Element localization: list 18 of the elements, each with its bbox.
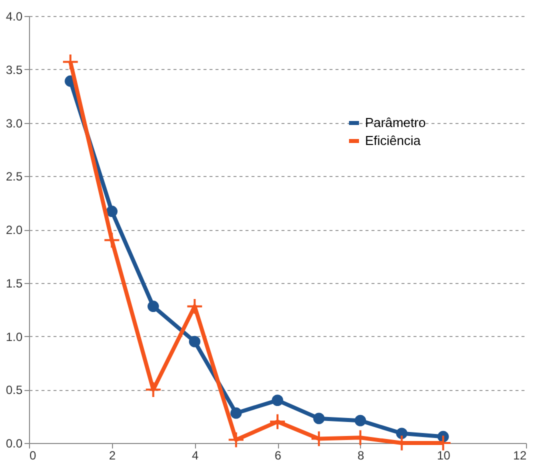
y-tick-label: 1.5 — [6, 276, 23, 290]
legend-label: Eficiência — [365, 133, 422, 148]
x-tick-label: 10 — [436, 448, 451, 462]
y-tick-label: 1.0 — [6, 330, 23, 344]
x-tick-label: 12 — [513, 448, 527, 462]
x-tick-label: 4 — [192, 448, 199, 462]
x-tick-label: 0 — [30, 448, 36, 462]
y-tick-label: 2.5 — [6, 170, 23, 184]
y-tick-label: 2.0 — [6, 223, 23, 237]
y-tick-label: 0.0 — [6, 436, 23, 450]
y-tick-label: 0.5 — [6, 383, 23, 398]
y-tick-label: 3.5 — [6, 62, 23, 77]
x-tick-label: 2 — [108, 448, 116, 462]
x-tick-label: 6 — [274, 448, 282, 462]
y-tick-label: 3.0 — [6, 116, 23, 130]
y-tick-label: 4.0 — [6, 10, 23, 24]
legend-label: Parâmetro — [365, 115, 426, 130]
x-tick-label: 8 — [357, 448, 364, 462]
